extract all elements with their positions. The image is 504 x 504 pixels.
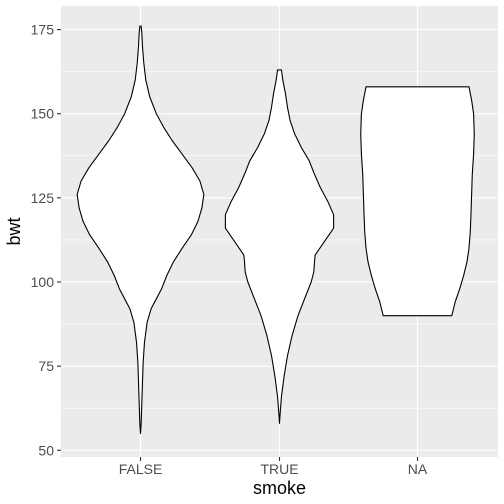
y-tick-label: 75 bbox=[38, 358, 54, 374]
y-tick-label: 125 bbox=[31, 190, 55, 206]
y-tick-label: 175 bbox=[31, 22, 55, 38]
violin-true bbox=[224, 69, 335, 424]
y-tick-label: 50 bbox=[38, 442, 54, 458]
y-tick-label: 100 bbox=[31, 274, 55, 290]
x-axis: FALSE TRUE NA bbox=[119, 457, 428, 477]
violin-na bbox=[360, 86, 475, 317]
y-axis: 50 75 100 125 150 175 bbox=[31, 22, 61, 458]
x-tick-label: TRUE bbox=[260, 461, 298, 477]
x-axis-title: smoke bbox=[253, 478, 306, 498]
y-axis-title: bwt bbox=[4, 217, 24, 245]
violin-false bbox=[76, 25, 205, 434]
violins bbox=[76, 25, 475, 434]
y-tick-label: 150 bbox=[31, 106, 55, 122]
x-tick-label: FALSE bbox=[119, 461, 163, 477]
x-tick-label: NA bbox=[408, 461, 428, 477]
